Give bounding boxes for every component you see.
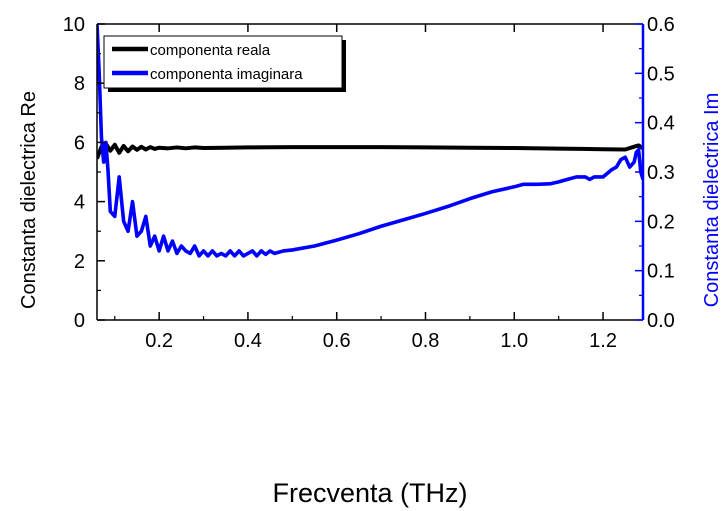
y-axis-left-label: Constanta dielectrica Re xyxy=(18,91,40,309)
legend-label-2: componenta imaginara xyxy=(150,66,303,83)
y-left-tick-label-6: 10 xyxy=(63,14,85,36)
y-right-tick-label-2: 0.1 xyxy=(647,261,675,283)
x-axis-label: Frecventa (THz) xyxy=(272,478,467,508)
x-tick-label-4: 0.8 xyxy=(412,330,440,352)
x-tick-label-6: 1.2 xyxy=(589,330,617,352)
y-right-tick-label-6: 0.5 xyxy=(647,63,675,85)
y-left-tick-label-4: 6 xyxy=(74,132,85,154)
x-tick-label-3: 0.6 xyxy=(323,330,351,352)
y-left-tick-label-1: 0 xyxy=(74,310,85,332)
y-left-tick-label-5: 8 xyxy=(74,73,85,95)
legend-box xyxy=(103,35,343,89)
x-tick-label-2: 0.4 xyxy=(234,330,262,352)
series-line-2 xyxy=(97,24,643,258)
x-tick-label-5: 1.0 xyxy=(500,330,528,352)
y-right-tick-label-4: 0.3 xyxy=(647,162,675,184)
y-left-tick-label-3: 4 xyxy=(74,192,85,214)
y-axis-right-label: Constanta dielectrica Im xyxy=(701,93,723,308)
y-right-tick-label-5: 0.4 xyxy=(647,113,675,135)
y-right-tick-label-7: 0.6 xyxy=(647,14,675,36)
x-tick-label-1: 0.2 xyxy=(145,330,173,352)
y-right-tick-label-1: 0.0 xyxy=(647,310,675,332)
legend-label-1: componenta reala xyxy=(150,42,271,59)
series-line-1 xyxy=(97,141,643,160)
y-right-tick-label-3: 0.2 xyxy=(647,211,675,233)
y-left-tick-label-2: 2 xyxy=(74,251,85,273)
